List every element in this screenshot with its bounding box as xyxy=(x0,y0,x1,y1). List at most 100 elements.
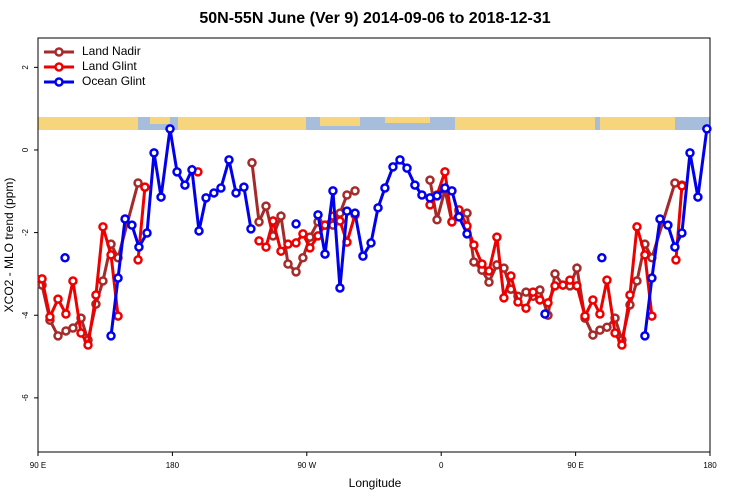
data-point xyxy=(350,186,360,196)
data-point xyxy=(602,322,612,332)
data-point xyxy=(216,183,226,193)
data-point xyxy=(535,295,545,305)
data-point xyxy=(247,158,257,168)
data-point xyxy=(201,193,211,203)
land-ocean-strip xyxy=(38,117,710,130)
data-point xyxy=(83,340,93,350)
data-point xyxy=(632,222,642,232)
data-point xyxy=(447,217,457,227)
data-point xyxy=(60,253,70,263)
data-point xyxy=(76,328,86,338)
data-point xyxy=(209,188,219,198)
x-tick-label: 90 E xyxy=(567,461,583,470)
data-point xyxy=(261,242,271,252)
data-point xyxy=(543,298,553,308)
data-point xyxy=(134,242,144,252)
data-point xyxy=(395,155,405,165)
y-tick-label: 0 xyxy=(21,147,30,152)
data-point xyxy=(268,216,278,226)
legend-label: Ocean Glint xyxy=(82,74,146,88)
plot-frame xyxy=(37,37,711,453)
data-point xyxy=(313,210,323,220)
data-point xyxy=(447,186,457,196)
data-point xyxy=(597,253,607,263)
data-point xyxy=(402,163,412,173)
data-point xyxy=(432,215,442,225)
data-point xyxy=(106,250,116,260)
legend-marker xyxy=(54,77,64,87)
legend-label: Land Glint xyxy=(82,59,137,73)
data-point xyxy=(156,192,166,202)
legend-label: Land Nadir xyxy=(82,44,141,58)
x-tick-label: 0 xyxy=(439,461,444,470)
data-point xyxy=(425,175,435,185)
data-point xyxy=(677,181,687,191)
data-point xyxy=(127,220,137,230)
data-point xyxy=(305,243,315,253)
data-point xyxy=(335,283,345,293)
data-point xyxy=(617,340,627,350)
data-point xyxy=(647,311,657,321)
data-point xyxy=(165,124,175,134)
data-point xyxy=(484,266,494,276)
data-point xyxy=(469,257,479,267)
data-point xyxy=(180,180,190,190)
series xyxy=(37,167,687,350)
data-point xyxy=(462,208,472,218)
data-point xyxy=(61,309,71,319)
data-point xyxy=(328,186,338,196)
data-point xyxy=(224,155,234,165)
data-point xyxy=(320,249,330,259)
data-point xyxy=(647,273,657,283)
data-point xyxy=(572,263,582,273)
data-point xyxy=(388,162,398,172)
data-point xyxy=(640,331,650,341)
data-point xyxy=(37,274,47,284)
data-point xyxy=(513,297,523,307)
data-point xyxy=(454,212,464,222)
data-point xyxy=(149,148,159,158)
data-point xyxy=(358,251,368,261)
data-point xyxy=(53,331,63,341)
data-point xyxy=(595,309,605,319)
x-axis-label: Longitude xyxy=(349,476,402,490)
data-point xyxy=(342,190,352,200)
data-point xyxy=(172,167,182,177)
y-axis-label: XCO2 - MLO trend (ppm) xyxy=(2,178,16,313)
data-point xyxy=(133,178,143,188)
data-point xyxy=(254,217,264,227)
data-point xyxy=(350,208,360,218)
data-point xyxy=(239,182,249,192)
data-point xyxy=(45,312,55,322)
data-point xyxy=(53,294,63,304)
data-point xyxy=(298,229,308,239)
data-point xyxy=(702,124,712,134)
data-point xyxy=(291,267,301,277)
data-point xyxy=(98,276,108,286)
data-point xyxy=(462,229,472,239)
data-point xyxy=(632,276,642,286)
data-point xyxy=(373,203,383,213)
data-point xyxy=(98,222,108,232)
data-point xyxy=(484,277,494,287)
data-point xyxy=(276,246,286,256)
data-point xyxy=(246,224,256,234)
data-point xyxy=(588,295,598,305)
data-point xyxy=(113,311,123,321)
data-point xyxy=(540,309,550,319)
data-point xyxy=(550,269,560,279)
y-tick-label: 2 xyxy=(21,65,30,70)
data-point xyxy=(499,293,509,303)
data-point xyxy=(140,182,150,192)
data-point xyxy=(670,242,680,252)
data-point xyxy=(417,190,427,200)
data-point xyxy=(602,275,612,285)
data-point xyxy=(506,271,516,281)
data-point xyxy=(677,228,687,238)
data-point xyxy=(685,148,695,158)
data-point xyxy=(335,216,345,226)
series xyxy=(60,124,712,341)
data-point xyxy=(640,250,650,260)
data-point xyxy=(261,201,271,211)
